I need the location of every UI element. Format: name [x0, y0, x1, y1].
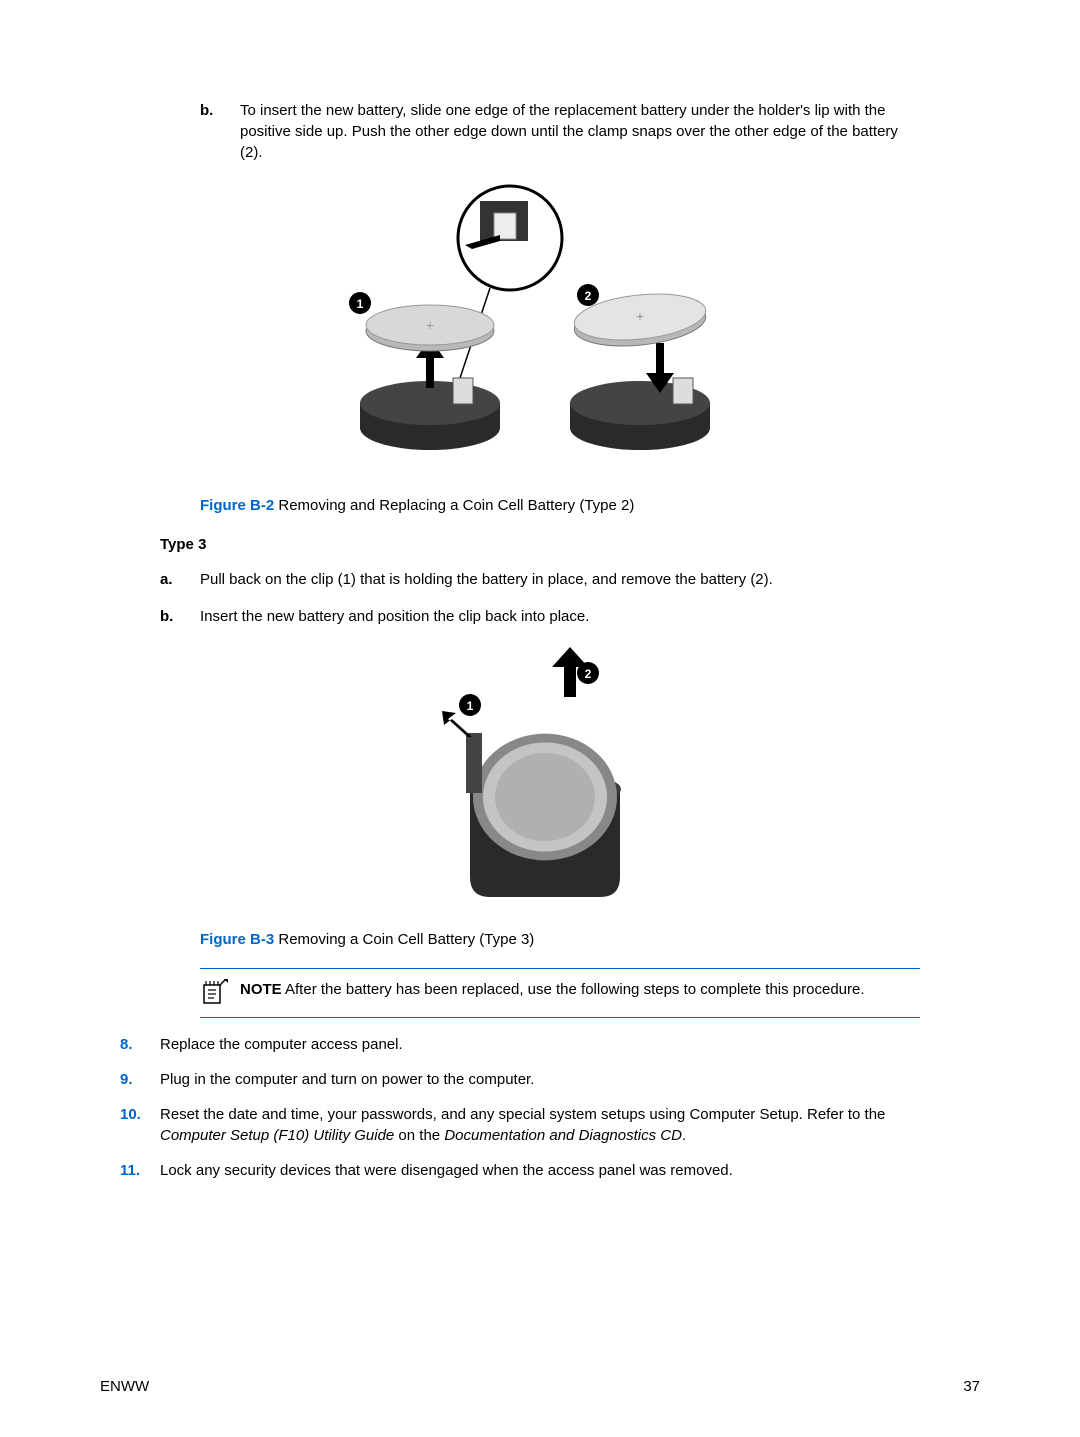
figure-b3: 2 1: [160, 647, 920, 913]
figure-b3-callout-2: 2: [585, 667, 592, 681]
step-10-text: Reset the date and time, your passwords,…: [160, 1104, 920, 1146]
figure-b3-caption-text: Removing a Coin Cell Battery (Type 3): [274, 931, 534, 948]
type3-heading: Type 3: [160, 534, 920, 555]
figure-b3-callout-1: 1: [467, 699, 474, 713]
type3-step-b-marker: b.: [160, 606, 200, 627]
figure-b2-callout-2: 2: [585, 289, 592, 303]
footer-left: ENWW: [100, 1376, 149, 1397]
step-11: 11. Lock any security devices that were …: [120, 1160, 920, 1181]
step-9: 9. Plug in the computer and turn on powe…: [120, 1069, 920, 1090]
step-8: 8. Replace the computer access panel.: [120, 1034, 920, 1055]
note-box: NOTE After the battery has been replaced…: [200, 968, 920, 1018]
note-body: After the battery has been replaced, use…: [282, 981, 865, 998]
step-10-pre: Reset the date and time, your passwords,…: [160, 1106, 885, 1123]
page-footer: ENWW 37: [100, 1376, 980, 1397]
substep-b-text: To insert the new battery, slide one edg…: [240, 100, 920, 163]
figure-b3-caption: Figure B-3 Removing a Coin Cell Battery …: [200, 929, 920, 950]
figure-b3-svg: 2 1: [430, 647, 650, 907]
step-10-em2: Documentation and Diagnostics CD: [444, 1127, 682, 1144]
type3-step-b-text: Insert the new battery and position the …: [200, 606, 920, 627]
step-10-marker: 10.: [120, 1104, 160, 1146]
footer-page-number: 37: [963, 1376, 980, 1397]
type3-step-a-marker: a.: [160, 569, 200, 590]
figure-b2-svg: + 1 +: [330, 183, 750, 473]
type3-step-a-text: Pull back on the clip (1) that is holdin…: [200, 569, 920, 590]
type3-step-b: b. Insert the new battery and position t…: [160, 606, 920, 627]
type3-step-a: a. Pull back on the clip (1) that is hol…: [160, 569, 920, 590]
figure-b2-callout-1: 1: [357, 297, 364, 311]
note-text: NOTE After the battery has been replaced…: [240, 979, 920, 1007]
step-8-text: Replace the computer access panel.: [160, 1034, 920, 1055]
figure-b3-label: Figure B-3: [200, 931, 274, 948]
step-10-em1: Computer Setup (F10) Utility Guide: [160, 1127, 394, 1144]
step-10-mid: on the: [394, 1127, 444, 1144]
step-11-text: Lock any security devices that were dise…: [160, 1160, 920, 1181]
substep-b: b. To insert the new battery, slide one …: [200, 100, 920, 163]
figure-b2: + 1 +: [160, 183, 920, 479]
svg-text:+: +: [636, 308, 644, 324]
figure-b2-caption: Figure B-2 Removing and Replacing a Coin…: [200, 495, 920, 516]
step-9-text: Plug in the computer and turn on power t…: [160, 1069, 920, 1090]
figure-b2-caption-text: Removing and Replacing a Coin Cell Batte…: [274, 497, 634, 514]
svg-text:+: +: [426, 317, 434, 333]
page-content: b. To insert the new battery, slide one …: [100, 100, 980, 1181]
step-9-marker: 9.: [120, 1069, 160, 1090]
step-10-post: .: [682, 1127, 686, 1144]
step-10: 10. Reset the date and time, your passwo…: [120, 1104, 920, 1146]
figure-b2-label: Figure B-2: [200, 497, 274, 514]
note-label: NOTE: [240, 981, 282, 998]
step-11-marker: 11.: [120, 1160, 160, 1181]
step-8-marker: 8.: [120, 1034, 160, 1055]
note-icon: [200, 979, 228, 1007]
substep-b-marker: b.: [200, 100, 240, 163]
